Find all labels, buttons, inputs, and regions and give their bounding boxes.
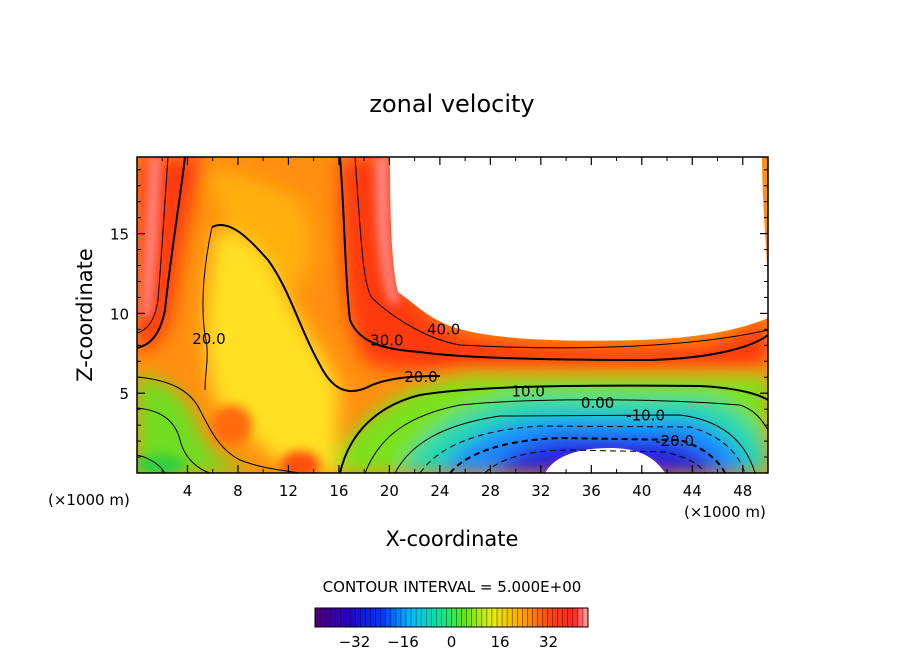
colorbar-cell bbox=[360, 608, 366, 627]
x-units-right: (×1000 m) bbox=[684, 503, 766, 521]
contour-label: 40.0 bbox=[427, 320, 460, 338]
colorbar-cell bbox=[582, 608, 589, 627]
colorbar-cell bbox=[542, 608, 548, 627]
colorbar-cell bbox=[532, 608, 538, 627]
colorbar-cell bbox=[552, 608, 558, 627]
x-tick-label: 28 bbox=[481, 482, 500, 500]
colorbar-cell bbox=[355, 608, 361, 627]
colorbar-cell bbox=[426, 608, 432, 627]
colorbar-cell bbox=[320, 608, 326, 627]
x-tick-label: 16 bbox=[329, 482, 348, 500]
colorbar-cell bbox=[400, 608, 407, 627]
x-tick-label: 8 bbox=[233, 482, 243, 500]
colorbar-cell bbox=[390, 608, 397, 627]
colorbar-cell bbox=[461, 608, 467, 627]
plot-frame bbox=[136, 156, 769, 474]
colorbar-cell bbox=[451, 608, 457, 627]
colorbar-tick-label: 32 bbox=[539, 633, 558, 651]
colorbar-tick-label: 0 bbox=[447, 633, 457, 651]
colorbar-cell bbox=[421, 608, 427, 627]
colorbar-cell bbox=[325, 608, 331, 627]
contour-label: -10.0 bbox=[626, 407, 665, 425]
colorbar-tick-label: −32 bbox=[339, 633, 371, 651]
colorbar-cell bbox=[507, 608, 513, 627]
y-tick-label: 15 bbox=[110, 226, 129, 244]
x-tick-label: 40 bbox=[632, 482, 651, 500]
colorbar-cell bbox=[441, 608, 447, 627]
colorbar-cell bbox=[497, 608, 503, 627]
chart-title: zonal velocity bbox=[369, 90, 534, 118]
x-tick-label: 4 bbox=[183, 482, 193, 500]
x-tick-label: 20 bbox=[380, 482, 399, 500]
contour-label: 10.0 bbox=[512, 383, 545, 401]
y-tick-label: 10 bbox=[110, 305, 129, 323]
colorbar-cell bbox=[370, 608, 376, 627]
colorbar-cell bbox=[456, 608, 462, 627]
contour-label: 30.0 bbox=[370, 332, 403, 350]
colorbar-cell bbox=[411, 608, 417, 627]
x-axis: 4 8 12 16 20 24 28 32 36 40 44 48 bbox=[161, 157, 752, 500]
colorbar-cell bbox=[395, 608, 402, 627]
y-tick-label: 5 bbox=[119, 385, 129, 403]
colorbar-cell bbox=[436, 608, 442, 627]
colorbar-cell bbox=[385, 608, 392, 627]
colorbar-cell bbox=[512, 608, 518, 627]
colorbar-cell bbox=[486, 608, 493, 627]
x-tick-label: 24 bbox=[430, 482, 449, 500]
contour-label: 20.0 bbox=[192, 330, 225, 348]
colorbar-cell bbox=[375, 608, 382, 627]
contour-label: 0.00 bbox=[581, 394, 614, 412]
contour-interval-text: CONTOUR INTERVAL = 5.000E+00 bbox=[323, 578, 582, 596]
colorbar-frame bbox=[314, 607, 589, 628]
colorbar-cell bbox=[481, 608, 488, 627]
colorbar-tick-label: −16 bbox=[387, 633, 419, 651]
contour-label: -20.0 bbox=[655, 432, 694, 450]
colorbar-ticks: −32 −16 0 16 32 bbox=[339, 633, 559, 651]
colorbar-cell bbox=[330, 608, 336, 627]
x-tick-label: 36 bbox=[582, 482, 601, 500]
colorbar-tick-label: 16 bbox=[490, 633, 509, 651]
x-units-left: (×1000 m) bbox=[48, 491, 130, 509]
colorbar-cell bbox=[315, 608, 321, 627]
colorbar-cell bbox=[471, 608, 478, 627]
colorbar-cell bbox=[527, 608, 533, 627]
colorbar bbox=[314, 607, 589, 628]
colorbar-cell bbox=[522, 608, 528, 627]
y-axis: 5 10 15 bbox=[110, 169, 768, 458]
x-tick-label: 32 bbox=[531, 482, 550, 500]
colorbar-cell bbox=[416, 608, 422, 627]
colorbar-cell bbox=[446, 608, 452, 627]
colorbar-cell bbox=[476, 608, 483, 627]
colorbar-cell bbox=[567, 608, 574, 627]
colorbar-cell bbox=[406, 608, 412, 627]
colorbar-cell bbox=[335, 608, 341, 627]
colorbar-cell bbox=[365, 608, 371, 627]
colorbar-cell bbox=[350, 608, 356, 627]
colorbar-cell bbox=[537, 608, 543, 627]
contour-labels: 40.030.020.020.010.00.00-10.0-20.0 bbox=[192, 320, 694, 450]
colorbar-cell bbox=[562, 608, 569, 627]
colorbar-cell bbox=[502, 608, 508, 627]
colorbar-cell bbox=[466, 608, 473, 627]
contour-label: 20.0 bbox=[404, 368, 437, 386]
colorbar-cell bbox=[557, 608, 564, 627]
colorbar-cell bbox=[517, 608, 523, 627]
plot-area bbox=[137, 157, 768, 473]
colorbar-cell bbox=[577, 608, 584, 627]
colorbar-cell bbox=[380, 608, 387, 627]
x-axis-label: X-coordinate bbox=[386, 527, 519, 551]
colorbar-cell bbox=[547, 608, 553, 627]
colorbar-cell bbox=[345, 608, 351, 627]
colorbar-cell bbox=[340, 608, 346, 627]
colorbar-cell bbox=[431, 608, 437, 627]
x-tick-label: 48 bbox=[733, 482, 752, 500]
x-tick-label: 44 bbox=[683, 482, 702, 500]
colorbar-cell bbox=[572, 608, 579, 627]
y-axis-label: Z-coordinate bbox=[73, 248, 97, 382]
colorbar-cell bbox=[491, 608, 498, 627]
x-tick-label: 12 bbox=[279, 482, 298, 500]
